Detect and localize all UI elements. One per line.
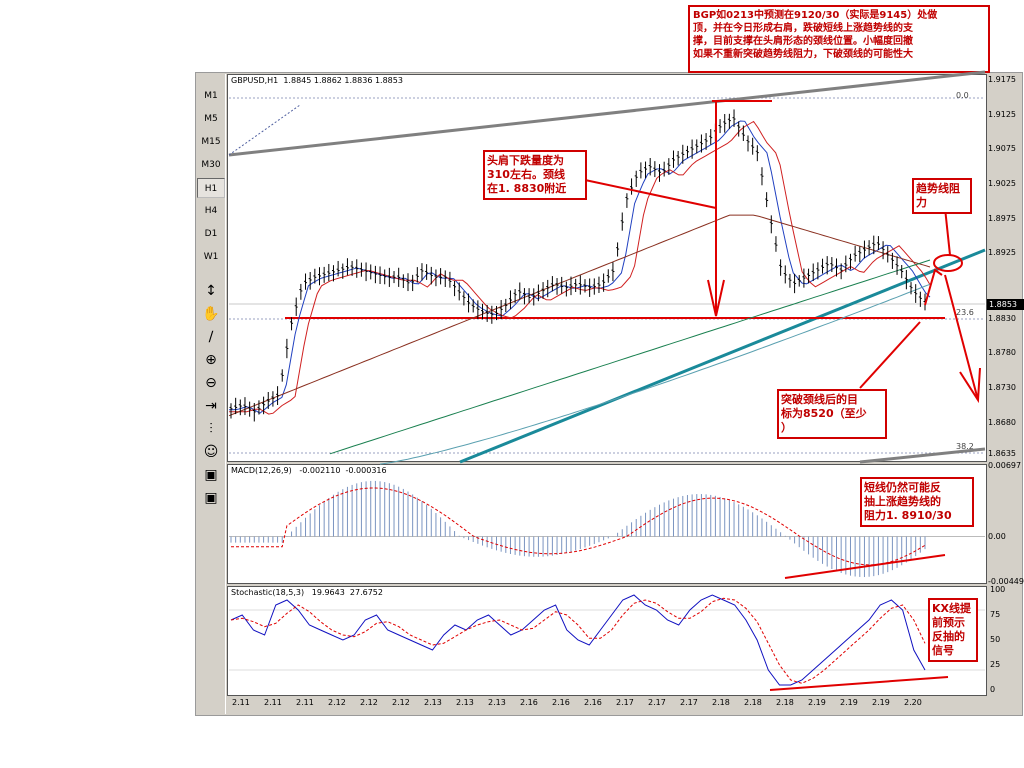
stoch-tick-label: 100 [990, 585, 1006, 594]
zoom-in-icon[interactable]: ⊕ [205, 352, 217, 368]
window-2-icon[interactable]: ▣ [204, 490, 218, 506]
timeframe-h4[interactable]: H4 [204, 206, 218, 216]
macd-panel-header: MACD(12,26,9) -0.002110 -0.000316 [231, 466, 387, 475]
price-tick-label: 1.8975 [988, 213, 1016, 223]
title-annotation: BGP如0213中预测在9120/30（实际是9145）处做 顶，并在今日形成右肩… [688, 5, 990, 73]
trendline-resistance-note: 趋势线阻力 [912, 178, 972, 214]
date-tick-label: 2.18 [712, 698, 730, 707]
price-panel-header: GBPUSD,H1 1.8845 1.8862 1.8836 1.8853 [231, 76, 403, 85]
date-tick-label: 2.18 [776, 698, 794, 707]
note-line: 突破颈线后的目 [781, 393, 858, 406]
kd-note: KX线提 前预示 反抽的 信号 [928, 598, 978, 662]
line-tool-icon[interactable]: ∕ [208, 329, 214, 345]
stoch-tick-label: 0 [990, 685, 996, 694]
macd-tick-label: 0.00 [988, 531, 1006, 541]
date-tick-label: 2.17 [648, 698, 666, 707]
stochastic-panel: Stochastic(18,5,3) 19.9643 27.6752 [227, 586, 987, 696]
date-tick-label: 2.19 [840, 698, 858, 707]
bars-icon[interactable]: ⫶ [209, 421, 213, 437]
title-line: 顶，并在今日形成右肩，跌破短线上涨趋势线的支 [693, 23, 913, 34]
timeframe-m15[interactable]: M15 [201, 137, 221, 147]
timeframe-w1[interactable]: W1 [203, 252, 219, 262]
note-line: 标为8520（至少 [781, 407, 867, 420]
expert-icon[interactable]: ☺ [203, 444, 219, 460]
date-tick-label: 2.11 [264, 698, 282, 707]
date-tick-label: 2.13 [424, 698, 442, 707]
title-line: 如果不重新突破趋势线阻力，下破颈线的可能性大 [693, 49, 913, 60]
cursor-tool-icon[interactable]: ↕ [205, 283, 217, 299]
date-tick-label: 2.13 [488, 698, 506, 707]
timeframe-d1[interactable]: D1 [204, 229, 218, 239]
macd-tick-label: -0.00449 [988, 577, 1024, 586]
note-line: 头肩下跌量度为 [487, 154, 564, 167]
date-tick-label: 2.19 [872, 698, 890, 707]
date-tick-label: 2.12 [360, 698, 378, 707]
current-price-label: 1.8853 [987, 299, 1024, 310]
date-tick-label: 2.17 [616, 698, 634, 707]
timeframe-m1[interactable]: M1 [204, 91, 218, 101]
macd-tick-label: 0.00697 [988, 461, 1022, 470]
left-toolbar: M1 M5 M15 M30 H1 H4 D1 W1 ↕ ✋ ∕ ⊕ ⊖ ⇥ ⫶ ☺ ▣ ▣ [197, 74, 226, 714]
note-line: 310左右。颈线 [487, 168, 565, 181]
title-line: 撑，目前支撑在头肩形态的颈线位置。小幅度回撤 [693, 36, 913, 47]
macd-note: 短线仍然可能反 抽上涨趋势线的 阻力1. 8910/30 [860, 477, 974, 527]
fib-236-label: 23.6 [956, 308, 974, 317]
price-tick-label: 1.9075 [988, 144, 1016, 154]
note-line: 力 [916, 196, 927, 209]
date-tick-label: 2.12 [328, 698, 346, 707]
hand-tool-icon[interactable]: ✋ [202, 306, 220, 322]
stoch-tick-label: 50 [990, 635, 1001, 644]
zoom-out-icon[interactable]: ⊖ [205, 375, 217, 391]
note-line: 趋势线阻 [916, 182, 960, 195]
note-line: 前预示 [932, 616, 965, 629]
date-tick-label: 2.12 [392, 698, 410, 707]
note-line: 信号 [932, 644, 954, 657]
scroll-right-icon[interactable]: ⇥ [205, 398, 217, 414]
note-line: ） [781, 421, 792, 434]
date-tick-label: 2.18 [744, 698, 762, 707]
timeframe-h1[interactable]: H1 [197, 178, 225, 198]
target-note: 突破颈线后的目 标为8520（至少） [777, 389, 887, 439]
price-tick-label: 1.9175 [988, 75, 1016, 85]
note-line: 短线仍然可能反 [864, 481, 941, 494]
note-line: KX线提 [932, 602, 972, 615]
note-line: 阻力1. 8910/30 [864, 509, 952, 522]
stoch-tick-label: 75 [990, 610, 1001, 619]
date-tick-label: 2.11 [232, 698, 250, 707]
fib-00-label: 0.0 [956, 91, 969, 100]
title-line: BGP如0213中预测在9120/30（实际是9145）处做 [693, 10, 938, 21]
date-tick-label: 2.20 [904, 698, 922, 707]
date-tick-label: 2.16 [584, 698, 602, 707]
price-tick-label: 1.9125 [988, 109, 1016, 119]
price-tick-label: 1.8780 [988, 348, 1016, 358]
timeframe-m30[interactable]: M30 [201, 160, 221, 170]
date-tick-label: 2.16 [520, 698, 538, 707]
date-tick-label: 2.13 [456, 698, 474, 707]
stoch-tick-label: 25 [990, 660, 1001, 669]
date-tick-label: 2.16 [552, 698, 570, 707]
window-1-icon[interactable]: ▣ [204, 467, 218, 483]
price-tick-label: 1.8830 [988, 313, 1016, 323]
fib-382-label: 38.2 [956, 442, 974, 451]
date-tick-label: 2.11 [296, 698, 314, 707]
date-tick-label: 2.17 [680, 698, 698, 707]
stochastic-panel-header: Stochastic(18,5,3) 19.9643 27.6752 [231, 588, 383, 597]
note-line: 反抽的 [932, 630, 965, 643]
timeframe-m5[interactable]: M5 [204, 114, 218, 124]
note-line: 抽上涨趋势线的 [864, 495, 941, 508]
price-tick-label: 1.8680 [988, 417, 1016, 427]
date-tick-label: 2.19 [808, 698, 826, 707]
price-tick-label: 1.8635 [988, 448, 1016, 458]
price-tick-label: 1.8925 [988, 248, 1016, 258]
head-shoulder-note: 头肩下跌量度为 310左右。颈线 在1. 8830附近 [483, 150, 587, 200]
price-tick-label: 1.8730 [988, 383, 1016, 393]
note-line: 在1. 8830附近 [487, 182, 567, 195]
price-tick-label: 1.9025 [988, 178, 1016, 188]
